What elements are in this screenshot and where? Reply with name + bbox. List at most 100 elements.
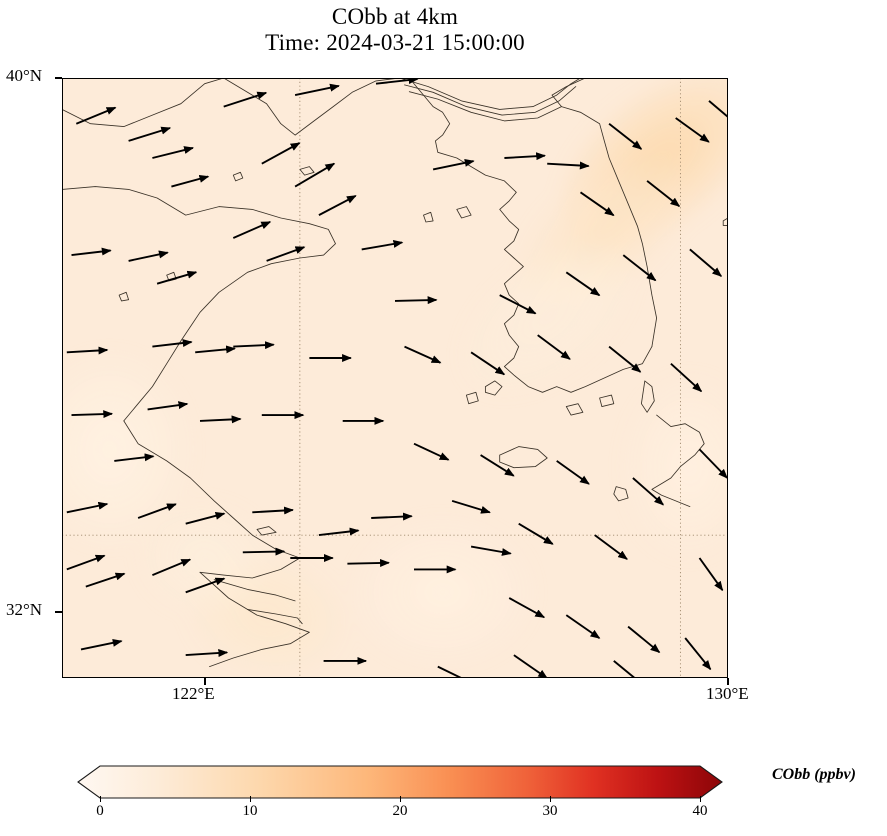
wind-vector-arrow [547,161,590,170]
wind-vector-arrow [171,174,210,188]
wind-vector-arrow [675,117,710,143]
coastline-segment [456,206,472,219]
wind-vector-arrow [266,246,306,262]
coastline-segment [62,186,336,422]
wind-vector-arrow [432,158,475,171]
wind-vector-arrow [152,339,193,348]
coastline-segment [299,166,315,176]
coastline-segment [199,571,310,668]
colorbar-tick-label: 0 [96,803,104,819]
coastline-segment [399,78,581,110]
coastline-segment [651,414,705,508]
coastline-segment [166,271,177,282]
coastline-segment [599,394,615,408]
wind-vector-arrow [75,106,117,125]
coastline-segment [213,579,296,602]
colorbar[interactable]: 0 10 20 30 40 [0,755,887,836]
wind-vector-arrow [85,572,126,588]
coastline-segment [565,403,584,416]
wind-vector-arrow [261,142,301,165]
wind-vector-arrow [185,648,229,657]
colorbar-canvas [77,765,723,799]
wind-vector-arrow [698,448,728,479]
axis-label-lon-122: 122°E [172,684,215,703]
wind-vector-arrow [152,558,192,576]
coastline-segment [62,78,225,128]
wind-vector-arrow [708,100,728,119]
wind-vector-arrow [646,180,681,207]
lat-tick-32 [55,611,62,613]
field-blob [422,575,464,609]
coastline-segment [247,608,303,625]
colorbar-label: CObb (ppbv) [772,766,856,783]
wind-vector-arrow [470,351,506,376]
wind-vector-arrow [689,248,723,277]
field-blob [584,215,624,250]
colorbar-tick-mark [550,796,552,802]
wind-vector-arrow [80,638,123,651]
wind-vector-arrow [294,83,340,97]
wind-vector-arrow [684,637,712,671]
coastline-segment [123,420,301,579]
coastline-segment [256,526,277,536]
wind-vector-arrow [470,545,512,556]
field-blob [675,446,705,488]
wind-vector-arrow [556,460,590,485]
wind-vector-arrow [404,345,442,364]
coastline-segment [404,84,577,116]
wind-vector-arrow [223,91,268,108]
coastline-segment [613,486,629,502]
colorbar-tick-mark [100,796,102,802]
wind-vector-arrow [594,534,628,560]
wind-vector-arrow [480,454,515,477]
wind-vector-arrow [347,559,390,567]
map-plot-area[interactable] [62,78,728,678]
field-blob [91,427,128,472]
wind-vector-arrow [147,401,189,411]
title-line-variable: CObb at 4km [331,4,459,29]
wind-vector-arrow [565,271,601,297]
title-line-time: Time: 2024-03-21 15:00:00 [265,29,525,55]
wind-vector-arrow [499,294,537,315]
wind-vector-arrow [565,614,601,639]
wind-vector-arrow [608,122,643,150]
coastline-segment [411,80,653,393]
wind-vector-arrow [233,341,275,350]
coastline-segment [465,391,479,405]
coastlines [62,78,728,668]
wind-vector-arrow [579,191,615,217]
axis-label-lat-40: 40°N [6,66,43,85]
coastline-segment [423,211,434,223]
wind-vector-arrow [185,577,226,594]
wind-vector-arrow [437,665,475,678]
wind-vector-arrow [114,453,155,462]
figure-title: CObb at 4km Time: 2024-03-21 15:00:00 [0,4,790,56]
field-blob [189,545,220,571]
coastline-segment [408,91,562,122]
wind-vector-arrow [199,415,242,424]
wind-vector-arrow [608,345,642,373]
wind-vector-arrow [232,221,272,239]
colorbar-tick-label: 40 [692,803,708,819]
wind-vector-arrow [394,296,438,305]
axis-label-lon-130: 130°E [706,684,749,703]
concentration-field [62,78,728,674]
wind-vector-arrow [252,506,294,515]
wind-vector-arrow [361,240,404,251]
wind-vector-arrow [128,126,172,142]
wind-vector-arrow [152,146,195,159]
wind-vector-arrow [508,597,546,619]
map-canvas [62,78,728,678]
wind-vector-arrow [66,554,106,571]
colorbar-tick-mark [250,796,252,802]
colorbar-tick-label: 30 [542,803,558,819]
wind-vector-arrow [195,345,236,354]
wind-vector-arrow [71,247,112,257]
wind-vector-arrow [318,194,357,216]
wind-vector-arrow [71,410,114,419]
wind-vector-arrow [627,625,661,654]
colorbar-tick-mark [700,796,702,802]
wind-vector-arrow [137,503,177,519]
wind-vector-arrow [66,501,109,514]
wind-vector-arrow [66,346,109,355]
